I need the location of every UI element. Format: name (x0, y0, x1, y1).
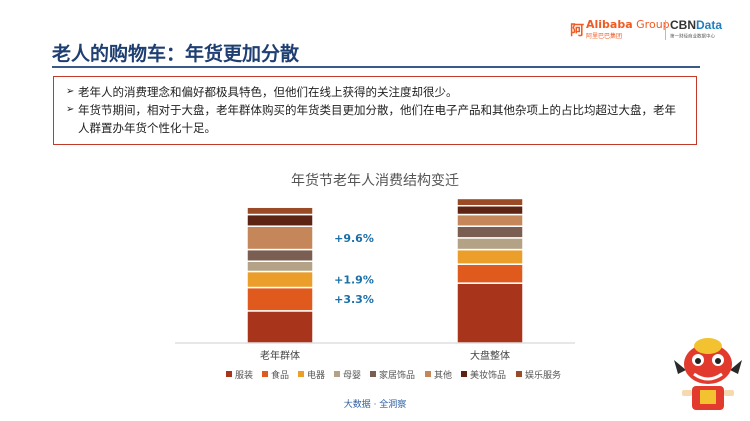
logo-group: 阿 Alibaba Group 阿里巴巴集团 CBNData 第一财经商业数据中… (570, 18, 730, 44)
bar-segment (456, 248, 524, 265)
cbndata-logo-tagline: 第一财经商业数据中心 (670, 33, 716, 40)
legend-label: 其他 (434, 369, 452, 381)
bullet-text: 老年人的消费理念和偏好都极具特色，但他们在线上获得的关注度却很少。 (78, 85, 458, 99)
bar-segment (456, 282, 524, 344)
summary-box: ➢ 老年人的消费理念和偏好都极具特色，但他们在线上获得的关注度却很少。 ➢ 年货… (53, 76, 697, 145)
bar-segment (246, 260, 314, 273)
alibaba-logo-name: Alibaba (586, 18, 633, 31)
legend-label: 美妆饰品 (470, 369, 506, 381)
legend-swatch (425, 371, 431, 377)
bar-segment (456, 205, 524, 216)
bar-segment (246, 248, 314, 262)
lion-dance-mascot-icon (674, 338, 742, 410)
legend-label: 食品 (271, 369, 289, 381)
legend-label: 电器 (307, 369, 325, 381)
legend-label: 服装 (235, 369, 253, 381)
legend-label: 母婴 (343, 370, 361, 381)
source-caption: 大数据 · 全洞察 (343, 400, 407, 410)
legend-label: 家居饰品 (379, 369, 415, 381)
legend-swatch (370, 371, 376, 377)
legend-swatch (334, 371, 340, 377)
legend-swatch (298, 371, 304, 377)
bar-segment (246, 213, 314, 227)
alibaba-logo-text: Alibaba Group (586, 18, 670, 31)
legend-swatch (262, 371, 268, 377)
legend-swatch (516, 371, 522, 377)
alibaba-logo-icon: 阿 (570, 23, 584, 39)
title-divider (52, 66, 700, 68)
annotation-label: +1.9% (334, 273, 374, 286)
arrow-bullet-icon: ➢ (66, 104, 75, 115)
page-title: 老人的购物车：年货更加分散 (52, 43, 300, 65)
annotation-label: +3.3% (334, 293, 374, 306)
bar-segment (246, 286, 314, 312)
legend-swatch (461, 371, 467, 377)
cbndata-logo: CBNData (670, 18, 722, 32)
category-label: 大盘整体 (470, 349, 510, 362)
bar-segment (246, 270, 314, 289)
cbndata-logo-suffix: Data (696, 18, 723, 32)
bar-segment (456, 263, 524, 284)
bar-segment (246, 310, 314, 344)
bullet-item: ➢ 老年人的消费理念和偏好都极具特色，但他们在线上获得的关注度却很少。 (66, 83, 686, 101)
alibaba-logo-cn: 阿里巴巴集团 (586, 33, 623, 40)
legend-label: 娱乐服务 (525, 369, 561, 381)
chart-title: 年货节老年人消费结构变迁 (291, 173, 459, 189)
bar-segment (456, 197, 524, 207)
category-label: 老年群体 (260, 349, 300, 362)
bullet-item: ➢ 年货节期间，相对于大盘，老年群体购买的年货类目更加分散，他们在电子产品和其他… (66, 101, 686, 137)
bar-segment (456, 237, 524, 251)
bar-segment (456, 213, 524, 227)
bar-segment (246, 206, 314, 216)
logo-separator (665, 20, 666, 40)
annotation-label: +9.6% (334, 232, 374, 245)
arrow-bullet-icon: ➢ (66, 86, 75, 97)
alibaba-logo-group: Group (632, 18, 670, 31)
bar-segment (246, 225, 314, 251)
bar-segment (456, 225, 524, 239)
legend-swatch (226, 371, 232, 377)
bullet-text: 年货节期间，相对于大盘，老年群体购买的年货类目更加分散，他们在电子产品和其他杂项… (78, 103, 676, 135)
cbndata-logo-prefix: CBN (670, 18, 696, 32)
